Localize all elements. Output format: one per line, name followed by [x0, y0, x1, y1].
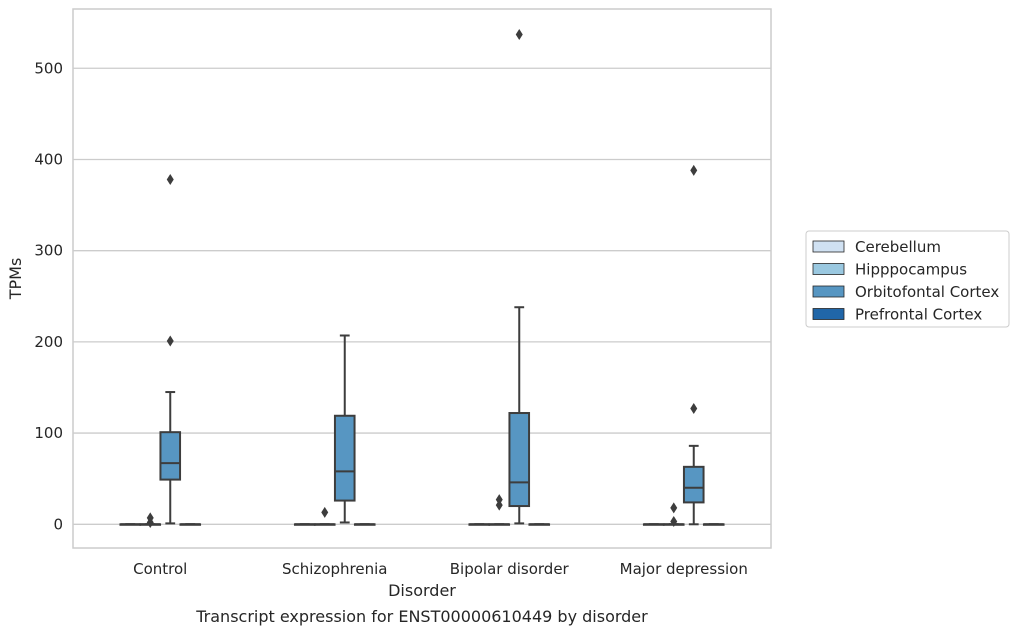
y-tick-label-200: 200 — [34, 333, 63, 351]
box-orbitofontal-cortex-1 — [333, 334, 356, 524]
y-tick-label-0: 0 — [53, 515, 63, 533]
outlier-point — [670, 516, 678, 528]
box-hipppocampus-1 — [313, 506, 336, 526]
legend-swatch-prefrontal-cortex — [812, 308, 845, 320]
box-cerebellum-0 — [119, 523, 142, 526]
x-tick-label-bipolar-disorder: Bipolar disorder — [450, 560, 570, 578]
outlier-point — [166, 335, 174, 347]
chart-caption: Transcript expression for ENST0000061044… — [195, 607, 648, 626]
y-tick-label-300: 300 — [34, 242, 63, 260]
box-body — [333, 414, 356, 502]
outlier-point — [670, 502, 678, 514]
box-cerebellum-2 — [468, 523, 491, 526]
outlier-point — [690, 402, 698, 414]
box-prefrontal-cortex-0 — [179, 523, 202, 526]
outlier-point — [495, 494, 503, 506]
box-prefrontal-cortex-3 — [702, 523, 725, 526]
box-body — [508, 412, 531, 508]
x-tick-label-schizophrenia: Schizophrenia — [282, 560, 387, 578]
legend-label-hipppocampus: Hipppocampus — [855, 261, 967, 279]
legend-swatch-orbitofontal-cortex — [812, 285, 845, 298]
legend-swatch-hipppocampus — [812, 263, 845, 275]
box-prefrontal-cortex-2 — [528, 523, 551, 526]
x-tick-label-major-depression: Major depression — [620, 560, 748, 578]
outlier-point — [146, 512, 154, 524]
legend-label-prefrontal-cortex: Prefrontal Cortex — [855, 306, 982, 324]
box-cerebellum-3 — [642, 523, 665, 526]
y-tick-labels: 0 100 200 300 400 500 — [34, 59, 63, 533]
box-marks — [119, 29, 725, 528]
plot-area — [72, 8, 772, 549]
legend-swatch-cerebellum — [812, 240, 845, 253]
box-orbitofontal-cortex-2 — [508, 29, 531, 525]
box-body — [682, 465, 705, 504]
box-prefrontal-cortex-1 — [353, 523, 376, 526]
box-orbitofontal-cortex-0 — [159, 174, 182, 525]
y-axis-label: TPMs — [6, 258, 25, 301]
x-tick-labels: Control Schizophrenia Bipolar disorder Majo… — [133, 560, 748, 578]
legend-frame — [805, 230, 1010, 328]
y-tick-label-100: 100 — [34, 424, 63, 442]
box-hipppocampus-0 — [139, 512, 162, 528]
y-tick-label-500: 500 — [34, 59, 63, 77]
outlier-point — [515, 29, 523, 41]
box-body — [159, 431, 182, 481]
outlier-point — [690, 164, 698, 176]
box-hipppocampus-3 — [662, 502, 685, 528]
legend: Cerebellum Hipppocampus Orbitofontal Corte… — [805, 230, 1010, 328]
box-orbitofontal-cortex-3 — [682, 164, 705, 526]
box-hipppocampus-2 — [488, 494, 511, 526]
x-axis-label: Disorder — [388, 581, 456, 600]
outlier-point — [166, 174, 174, 186]
outlier-point — [321, 506, 329, 518]
legend-label-orbitofontal-cortex: Orbitofontal Cortex — [855, 283, 999, 301]
legend-label-cerebellum: Cerebellum — [855, 238, 941, 256]
box-cerebellum-1 — [293, 523, 316, 526]
x-tick-label-control: Control — [133, 560, 187, 578]
y-tick-label-400: 400 — [34, 150, 63, 168]
